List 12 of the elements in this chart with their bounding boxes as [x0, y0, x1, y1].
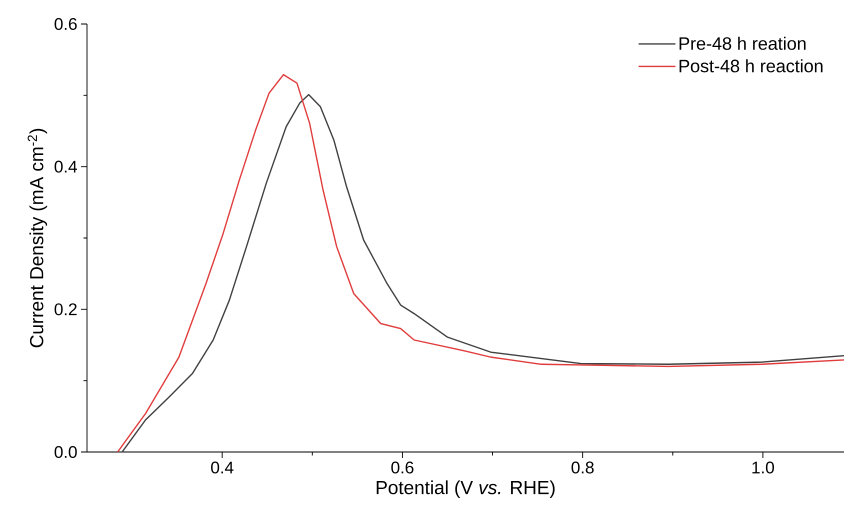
y-axis-title: Current Density (mA cm$^{-2}$) [28, 128, 48, 348]
x-tick-label: 1.0 [752, 462, 774, 474]
y-tick-label: 0.2 [54, 303, 77, 316]
legend-label: Post-48 h reaction [680, 59, 822, 72]
legend-label: Pre-48 h reation [680, 36, 806, 50]
y-tick-label: 0.0 [54, 446, 77, 458]
x-tick-label: 0.6 [391, 462, 414, 474]
y-tick-label: 0.6 [54, 18, 77, 30]
y-tick-label: 0.4 [54, 160, 77, 173]
x-axis-title: Potential (V vs. RHE) [376, 480, 555, 498]
x-tick-label: 0.4 [211, 462, 234, 474]
x-tick-label: 0.8 [572, 462, 594, 474]
